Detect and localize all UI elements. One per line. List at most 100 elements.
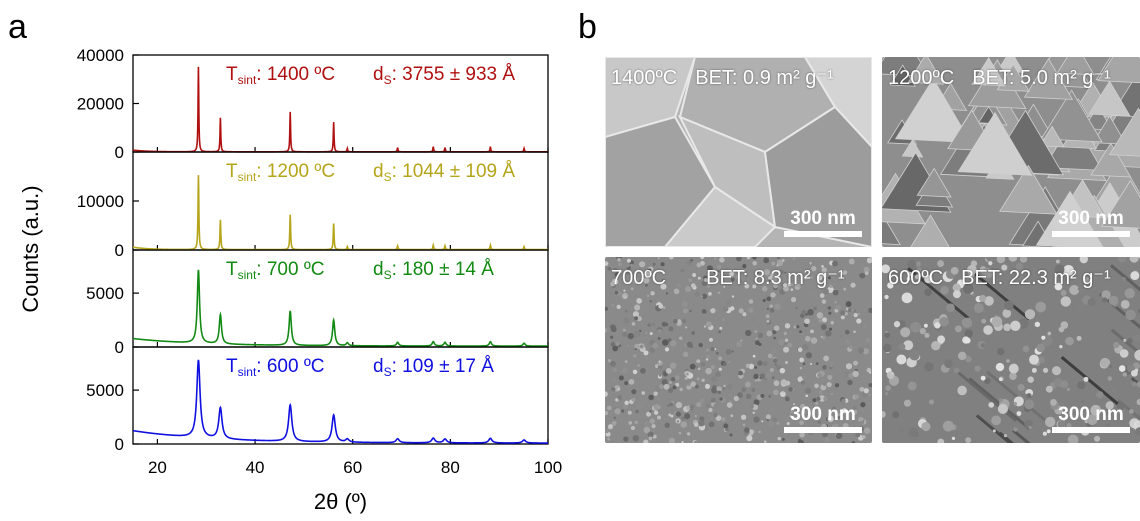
sem-texture [857,312,860,316]
sem-texture [951,436,956,441]
sem-texture [1123,338,1127,342]
sem-texture [1024,399,1035,410]
sem-texture [915,261,921,267]
sem-texture [1131,381,1137,387]
sem-texture [632,354,637,358]
sem-texture [683,343,688,347]
sem-texture [617,262,622,267]
sem-texture [820,271,827,278]
sem-texture [1086,414,1098,425]
sem-texture [664,347,670,352]
sem-texture [1067,434,1079,443]
sem-texture [754,366,758,369]
sem-texture [830,392,834,396]
sem-texture [752,284,757,289]
sem-texture [799,357,805,363]
sem-texture [776,421,780,425]
sem-texture [701,378,705,383]
sem-texture [815,402,819,406]
sem-texture [769,393,772,397]
sem-texture [623,295,627,299]
sem-texture [854,394,860,400]
sem-texture [1108,295,1119,306]
sem-texture [964,337,971,344]
sem-texture [624,381,629,386]
sem-texture [910,321,922,333]
sem-texture [694,384,699,389]
sem-texture [764,440,767,443]
sem-texture [610,281,616,287]
sem-texture [623,436,629,442]
sem-texture [657,336,661,340]
sem-texture [933,295,938,301]
sem-texture [991,415,1002,426]
sem-texture [710,307,716,314]
sem-texture [708,292,712,296]
sem-texture [996,257,1006,264]
x-tick-label: 40 [246,458,265,477]
sem-texture [709,337,713,342]
sem-texture [755,340,760,346]
sem-texture [916,267,922,273]
sem-texture [1009,372,1017,380]
sem-texture [649,300,652,303]
sem-texture [828,360,835,368]
sem-texture [674,375,680,381]
sem-texture [859,386,865,392]
sem-texture [825,330,832,337]
sem-texture [919,328,926,335]
sem-texture [615,398,619,402]
sem-texture [1118,365,1126,372]
sem-texture [699,416,705,422]
sem-texture [657,364,663,370]
sem-texture [722,306,729,312]
sem-texture [859,272,866,279]
sem-texture [1027,376,1034,383]
sem-texture [680,268,685,273]
sem-texture [910,214,950,247]
sem-texture [841,408,847,414]
sem-texture [805,352,813,359]
sem-texture [670,377,676,382]
sem-texture [792,403,796,406]
sem-texture [818,319,822,323]
sem-texture [924,274,933,284]
sem-texture [631,322,636,326]
sem-texture [653,410,659,415]
sem-texture [623,317,630,324]
sem-texture [853,330,856,334]
sem-texture [1044,416,1056,428]
sem-texture [713,257,717,260]
sem-texture [819,293,825,298]
sem-texture [790,296,797,303]
sem-texture [668,413,672,417]
sem-texture [630,263,634,267]
sem-texture [929,399,934,405]
sem-texture [649,410,652,413]
x-tick-label: 80 [441,458,460,477]
sem-texture [697,276,701,280]
sem-texture [840,335,843,338]
sem-texture [670,340,677,347]
sem-texture [767,353,773,359]
sem-texture [614,271,620,277]
temperature-label: Tsint: 1400 ºC [226,64,335,87]
sem-texture [1008,363,1019,374]
sem-texture [1090,142,1132,178]
sem-texture [710,376,717,383]
sem-texture [842,346,846,350]
sem-texture [965,356,972,363]
sem-texture [669,402,673,407]
sem-texture [636,268,639,271]
sem-texture [868,393,872,397]
sem-texture [827,276,832,280]
sem-texture [689,404,695,410]
sem-texture [974,365,981,372]
sem-texture [658,398,661,401]
sem-texture [665,292,668,295]
sem-texture [749,404,754,409]
scale-bar: 300 nm [784,404,862,433]
sem-texture [753,416,760,423]
sem-texture [735,274,741,280]
sem-texture [984,377,991,385]
